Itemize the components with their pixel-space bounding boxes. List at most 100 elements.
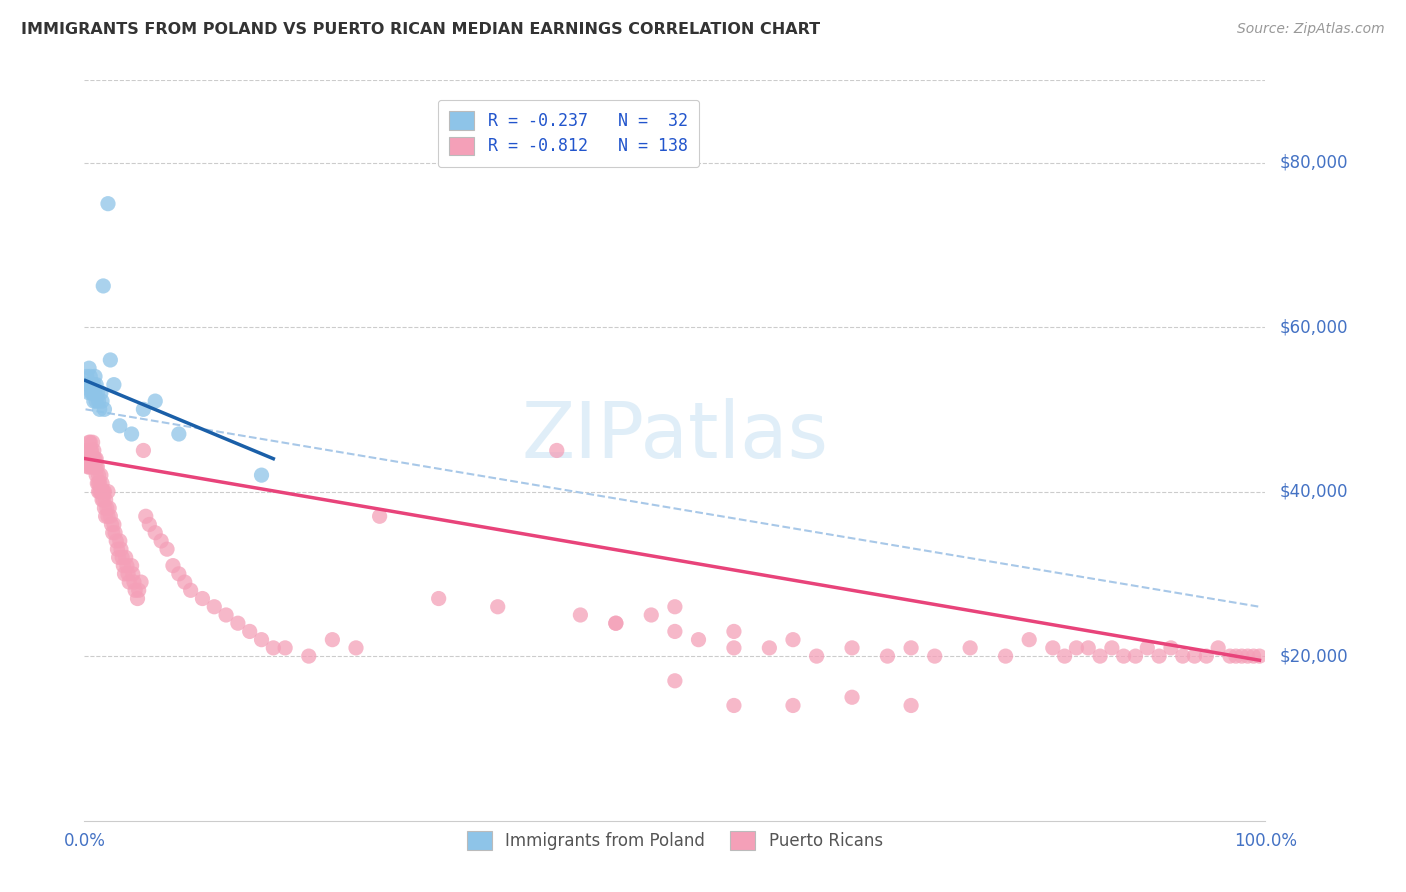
Point [664,599,686,614]
Point [89,402,111,417]
Point [723,698,745,713]
Point [298,649,321,664]
Point [91,279,114,293]
Point [143,525,166,540]
Point [1206,640,1229,655]
Point [1125,649,1147,664]
Point [605,616,627,631]
Point [77,377,100,392]
Point [239,624,262,639]
Point [226,616,249,631]
Point [112,558,135,573]
Point [86,459,108,474]
Point [84,451,107,466]
Point [77,451,100,466]
Point [959,640,981,655]
Point [87,394,110,409]
Point [80,443,103,458]
Point [1088,649,1111,664]
Point [167,566,190,581]
Point [122,575,145,590]
Point [98,501,121,516]
Point [107,550,129,565]
Point [1112,649,1135,664]
Point [114,566,136,581]
Point [782,632,804,647]
Point [486,599,509,614]
Point [994,649,1017,664]
Point [79,369,101,384]
Point [107,542,129,557]
Text: $60,000: $60,000 [1279,318,1348,336]
Point [86,476,108,491]
Point [77,385,100,400]
Point [167,427,190,442]
Point [1066,640,1088,655]
Point [90,484,112,499]
Point [84,459,107,474]
Point [103,377,125,392]
Point [1101,640,1123,655]
Point [127,591,149,606]
Point [1249,649,1271,664]
Point [114,550,136,565]
Point [806,649,828,664]
Point [250,468,273,483]
Point [274,640,297,655]
Point [84,394,107,409]
Point [87,468,110,483]
Point [96,501,118,516]
Point [97,484,120,499]
Text: $40,000: $40,000 [1279,483,1348,500]
Point [84,369,107,384]
Point [128,583,150,598]
Point [121,558,143,573]
Point [1042,640,1064,655]
Point [108,533,131,548]
Point [546,443,568,458]
Point [98,509,121,524]
Point [79,435,101,450]
Point [97,509,120,524]
Point [104,525,127,540]
Point [91,484,114,499]
Point [103,517,125,532]
Point [758,640,780,655]
Point [89,476,111,491]
Point [91,492,114,507]
Point [1230,649,1253,664]
Text: ZIPatlas: ZIPatlas [522,398,828,474]
Point [80,451,103,466]
Point [321,632,343,647]
Point [86,385,108,400]
Point [93,484,115,499]
Point [77,435,100,450]
Text: Source: ZipAtlas.com: Source: ZipAtlas.com [1237,22,1385,37]
Point [82,385,104,400]
Point [1018,632,1040,647]
Point [77,459,100,474]
Point [841,690,863,705]
Point [90,385,112,400]
Point [80,459,103,474]
Point [93,402,115,417]
Point [132,402,155,417]
Point [150,533,173,548]
Point [76,443,98,458]
Point [79,443,101,458]
Point [250,632,273,647]
Point [1136,640,1159,655]
Point [605,616,627,631]
Point [82,435,104,450]
Point [110,542,132,557]
Point [108,418,131,433]
Point [1160,640,1182,655]
Point [117,566,139,581]
Point [105,533,128,548]
Text: IMMIGRANTS FROM POLAND VS PUERTO RICAN MEDIAN EARNINGS CORRELATION CHART: IMMIGRANTS FROM POLAND VS PUERTO RICAN M… [21,22,820,37]
Text: $80,000: $80,000 [1279,153,1348,171]
Point [1219,649,1241,664]
Point [368,509,391,524]
Point [900,640,922,655]
Point [924,649,946,664]
